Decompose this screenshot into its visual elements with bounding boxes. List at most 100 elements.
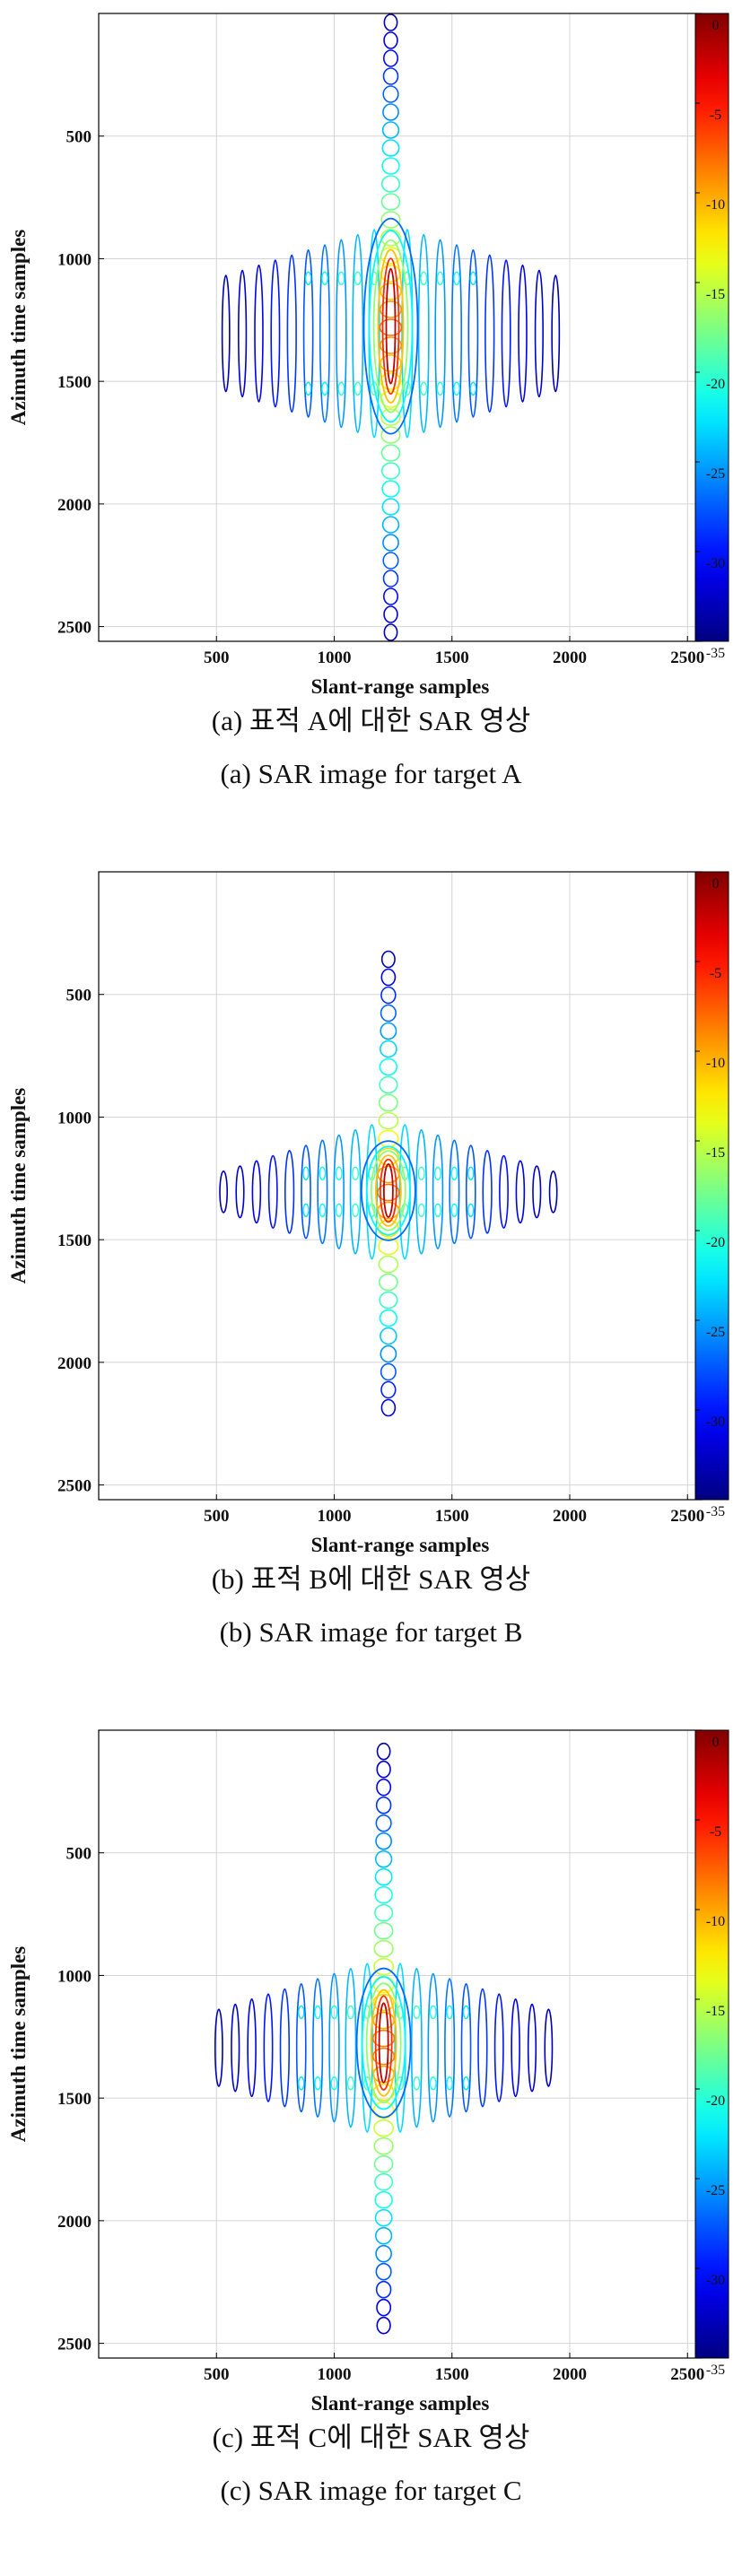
x-tick-label-b-2: 1500 — [435, 1507, 469, 1526]
range-sidelobe-knot-c-16 — [429, 2005, 437, 2020]
caption-en-c: (c) SAR image for target C — [220, 2475, 522, 2506]
azimuth-lobe-a-2 — [382, 49, 399, 67]
range-sidelobe-knot-c-8 — [346, 2076, 354, 2091]
azimuth-lobe-a-29 — [382, 534, 399, 552]
azimuth-lobe-c-29 — [375, 2262, 392, 2281]
range-sidelobe-knot-b-23 — [450, 1203, 458, 1218]
range-sidelobe-c-32 — [263, 1993, 274, 2102]
y-tick-label-c-0: 500 — [66, 1845, 92, 1864]
colorbar-a — [694, 13, 729, 642]
range-sidelobe-knot-a-11 — [420, 381, 428, 396]
caption-en-a: (a) SAR image for target A — [220, 758, 522, 789]
azimuth-lobe-c-5 — [375, 1832, 393, 1850]
azimuth-lobe-a-34 — [383, 623, 398, 641]
range-sidelobe-knot-c-25 — [298, 2005, 305, 2020]
main-lobe-contour-c-5 — [378, 2002, 389, 2084]
azimuth-lobe-a-15 — [380, 283, 402, 300]
chart-panel-b: 500 1000 1500 2000 2500 500 1000 1500 2000 2500 Sl… — [0, 858, 742, 1717]
range-sidelobe-c-37 — [527, 2003, 537, 2093]
range-sidelobe-b-9 — [415, 1129, 428, 1255]
contour-lines-c — [214, 1742, 554, 2335]
colorbar-tick-label-a-7: -35 — [706, 646, 725, 661]
colorbar-tick-label-b-4: -20 — [706, 1235, 725, 1250]
azimuth-lobe-a-23 — [380, 426, 401, 444]
azimuth-lobe-b-22 — [380, 1345, 397, 1363]
azimuth-lobe-c-32 — [376, 2316, 391, 2335]
range-sidelobe-b-37 — [532, 1165, 542, 1219]
chart-panel-c: 500 1000 1500 2000 2500 500 1000 1500 2000 2500 Sl… — [0, 1717, 742, 2575]
main-lobe-contour-b-5 — [382, 1163, 394, 1218]
azimuth-lobe-b-9 — [378, 1111, 399, 1130]
range-sidelobe-knot-c-11 — [413, 2076, 421, 2091]
range-sidelobe-knot-a-28 — [469, 271, 477, 286]
range-sidelobe-knot-a-4 — [403, 271, 412, 286]
colorbar-tick-label-c-5: -25 — [706, 2183, 725, 2198]
range-sidelobe-a-18 — [319, 244, 331, 423]
range-sidelobe-a-9 — [417, 233, 430, 433]
main-lobe-contour-b-2 — [370, 1150, 406, 1231]
plot-area-a — [99, 13, 702, 641]
y-tick-label-c-4: 2500 — [57, 2336, 92, 2354]
range-sidelobe-knot-c-29 — [462, 2076, 470, 2091]
azimuth-lobe-b-16 — [378, 1237, 399, 1256]
range-sidelobe-c-36 — [231, 2003, 240, 2093]
range-sidelobe-c-12 — [328, 1972, 340, 2123]
range-sidelobe-a-34 — [254, 264, 264, 403]
range-sidelobe-a-31 — [484, 254, 495, 413]
colorbar-tick-label-a-1: -5 — [710, 108, 721, 123]
contour-plot-b: 500 1000 1500 2000 2500 500 1000 1500 2000 2500 Sl… — [7, 871, 729, 1556]
range-sidelobe-knot-b-13 — [335, 1166, 343, 1181]
azimuth-lobe-a-11 — [380, 211, 401, 229]
range-sidelobe-a-39 — [551, 274, 561, 393]
colorbar-tick-label-c-4: -20 — [706, 2093, 725, 2109]
azimuth-lobe-a-22 — [380, 408, 401, 426]
azimuth-lobe-b-6 — [379, 1057, 398, 1076]
x-tick-label-a-2: 1500 — [435, 648, 469, 667]
range-sidelobe-a-38 — [221, 274, 231, 393]
azimuth-lobe-a-31 — [382, 570, 399, 587]
range-sidelobe-c-39 — [544, 2008, 554, 2087]
range-sidelobe-knot-b-19 — [319, 1166, 327, 1181]
range-sidelobe-knot-a-8 — [354, 381, 362, 396]
main-lobe-contour-a-2 — [372, 239, 409, 413]
y-axis-label-a: Azimuth time samples — [7, 230, 30, 426]
azimuth-lobe-c-30 — [375, 2280, 392, 2299]
range-sidelobe-knot-a-20 — [321, 381, 328, 396]
range-sidelobe-knot-a-26 — [304, 381, 312, 396]
azimuth-lobe-a-17 — [379, 318, 403, 336]
range-sidelobe-knot-c-10 — [413, 2005, 421, 2020]
azimuth-lobe-a-3 — [382, 67, 399, 85]
range-sidelobe-b-36 — [235, 1165, 245, 1219]
main-lobe-contour-c-0 — [355, 1967, 412, 2119]
y-tick-label-a-1: 1000 — [57, 250, 92, 269]
caption-ko-a: (a) 표적 A에 대한 SAR 영상 — [211, 705, 531, 736]
azimuth-lobe-a-27 — [381, 498, 400, 516]
range-sidelobe-knot-b-10 — [417, 1166, 425, 1181]
azimuth-lobe-c-4 — [375, 1814, 392, 1832]
colorbar-tick-label-b-7: -35 — [706, 1504, 725, 1519]
colorbar-tick-label-b-0: 0 — [712, 876, 720, 892]
azimuth-lobe-c-3 — [375, 1796, 392, 1815]
main-lobe-contour-a-5 — [385, 267, 397, 385]
range-sidelobe-c-31 — [477, 1988, 488, 2108]
range-sidelobe-knot-b-8 — [352, 1203, 360, 1218]
azimuth-lobe-a-9 — [380, 175, 401, 193]
x-tick-label-b-4: 2500 — [670, 1507, 704, 1526]
azimuth-lobe-a-10 — [380, 193, 401, 211]
colorbar-tick-label-b-2: -10 — [706, 1056, 725, 1071]
azimuth-lobe-b-1 — [380, 968, 397, 987]
azimuth-lobe-a-30 — [382, 552, 399, 570]
range-sidelobe-knot-a-17 — [436, 381, 444, 396]
y-tick-label-c-3: 2000 — [57, 2213, 92, 2232]
contour-lines-b — [219, 950, 558, 1417]
colorbar-tick-label-b-1: -5 — [710, 966, 721, 981]
range-sidelobe-a-24 — [302, 248, 314, 418]
azimuth-lobe-c-27 — [374, 2226, 393, 2245]
main-lobe-contour-c-1 — [361, 1975, 406, 2110]
range-sidelobe-c-33 — [493, 1993, 504, 2102]
x-axis-label-a: Slant-range samples — [311, 675, 490, 698]
range-sidelobe-knot-a-19 — [321, 271, 328, 286]
azimuth-lobe-a-8 — [381, 157, 400, 175]
colorbar-tick-label-c-3: -15 — [706, 2004, 725, 2019]
range-sidelobe-knot-a-10 — [420, 271, 428, 286]
